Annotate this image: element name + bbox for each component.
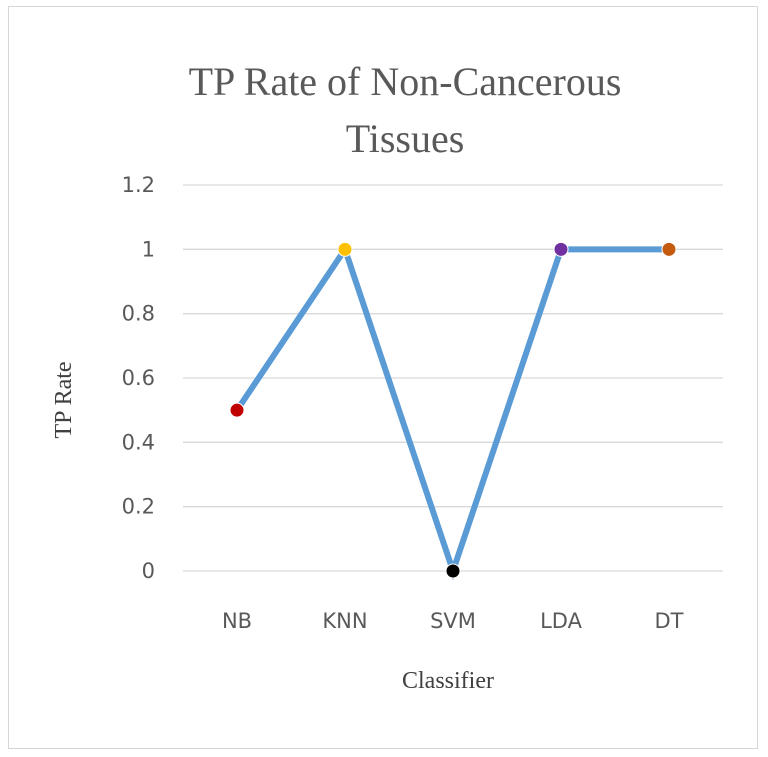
y-tick-label: 0.2 xyxy=(122,495,155,519)
x-tick-label: DT xyxy=(655,609,684,633)
data-point-lda xyxy=(553,241,569,257)
chart-title-line-2: Tissues xyxy=(346,116,465,161)
x-tick-label: NB xyxy=(222,609,252,633)
series-line-0 xyxy=(234,242,669,581)
x-axis-tick-labels: NB KNN SVM LDA DT xyxy=(222,609,684,633)
data-point-svm xyxy=(445,563,461,579)
x-tick-label: SVM xyxy=(430,609,476,633)
y-tick-label: 0 xyxy=(142,559,155,583)
y-tick-label: 1 xyxy=(142,237,155,261)
x-tick-label: KNN xyxy=(322,609,367,633)
y-axis-tick-labels: 0 0.2 0.4 0.6 0.8 1 1.2 xyxy=(122,173,155,583)
x-tick-label: LDA xyxy=(540,609,583,633)
data-point-dt xyxy=(661,241,677,257)
y-tick-label: 1.2 xyxy=(122,173,155,197)
y-axis-label: TP Rate xyxy=(51,361,77,438)
y-tick-label: 0.4 xyxy=(122,430,155,454)
chart-title: TP Rate of Non-Cancerous Tissues xyxy=(189,59,622,161)
data-markers xyxy=(229,241,677,579)
gridlines xyxy=(183,184,723,572)
chart-title-line-1: TP Rate of Non-Cancerous xyxy=(189,59,622,104)
data-point-nb xyxy=(229,402,245,418)
data-point-knn xyxy=(337,241,353,257)
series xyxy=(234,242,669,581)
x-axis-label: Classifier xyxy=(402,668,494,694)
y-tick-label: 0.8 xyxy=(122,302,155,326)
y-tick-label: 0.6 xyxy=(122,366,155,390)
